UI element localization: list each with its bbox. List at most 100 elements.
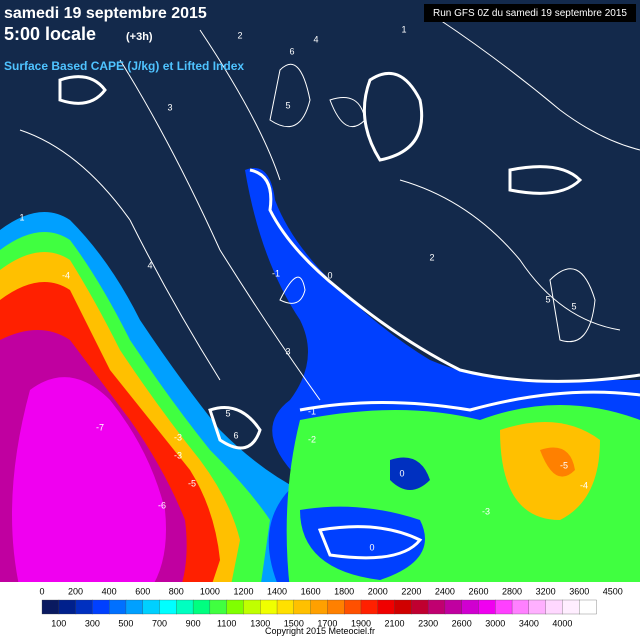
contour-label: 1 xyxy=(401,24,406,34)
contour-label: 4 xyxy=(147,260,152,270)
legend-label: 1600 xyxy=(301,586,321,596)
contour-label: 3 xyxy=(285,346,290,356)
legend-swatch xyxy=(293,599,312,615)
contour-label: -4 xyxy=(580,480,588,490)
legend-label: 1900 xyxy=(351,618,371,628)
copyright: Copyright 2015 Meteociel.fr xyxy=(265,626,375,636)
legend-label: 3000 xyxy=(485,618,505,628)
legend-label: 1500 xyxy=(284,618,304,628)
contour-label: -7 xyxy=(96,422,104,432)
date: samedi 19 septembre 2015 xyxy=(4,5,207,22)
legend-label: 2200 xyxy=(401,586,421,596)
legend-label: 2800 xyxy=(502,586,522,596)
legend-swatch xyxy=(41,599,60,615)
parameter: Surface Based CAPE (J/kg) et Lifted Inde… xyxy=(4,59,244,73)
legend-label: 1000 xyxy=(200,586,220,596)
legend-label: 1400 xyxy=(267,586,287,596)
legend-label: 2400 xyxy=(435,586,455,596)
contour-label: 1 xyxy=(19,212,24,222)
legend-swatch xyxy=(176,599,194,615)
legend-label: 500 xyxy=(118,618,133,628)
legend-label: 3200 xyxy=(536,586,556,596)
contour-label: -3 xyxy=(174,432,182,442)
legend-label: 300 xyxy=(85,618,100,628)
legend-swatch xyxy=(444,599,463,615)
legend-label: 200 xyxy=(68,586,83,596)
contour-label: 2 xyxy=(429,252,434,262)
legend-swatch xyxy=(310,599,329,615)
legend-label: 100 xyxy=(51,618,66,628)
legend-swatch xyxy=(478,599,496,615)
legend-swatch xyxy=(125,599,144,615)
contour-label: -6 xyxy=(158,500,166,510)
contour-label: 5 xyxy=(285,100,290,110)
legend-swatch xyxy=(495,599,513,615)
contour-label: 5 xyxy=(225,408,230,418)
legend-swatch xyxy=(58,599,77,615)
legend-swatch xyxy=(276,599,295,615)
legend-swatch xyxy=(427,599,446,615)
legend-swatch xyxy=(579,599,597,615)
contour-label: 6 xyxy=(289,46,294,56)
legend-swatch xyxy=(243,599,261,615)
contour-label: -5 xyxy=(560,460,568,470)
legend-label: 400 xyxy=(102,586,117,596)
offset: (+3h) xyxy=(126,31,153,43)
time: 5:00 locale xyxy=(4,24,96,44)
legend-swatch xyxy=(109,599,127,615)
legend-label: 2600 xyxy=(452,618,472,628)
contour-label: -3 xyxy=(174,450,182,460)
run-box xyxy=(424,4,636,22)
contour-label: -4 xyxy=(62,270,70,280)
legend-label: 4500 xyxy=(603,586,623,596)
contour-label: 0 xyxy=(327,270,332,280)
contour-label: -2 xyxy=(308,434,316,444)
run: Run GFS 0Z du samedi 19 septembre 2015 xyxy=(433,8,627,19)
legend-swatch xyxy=(562,599,580,615)
legend-label: 2600 xyxy=(468,586,488,596)
legend-label: 900 xyxy=(186,618,201,628)
contours xyxy=(19,19,640,560)
legend-swatch xyxy=(226,599,245,615)
legend-swatch xyxy=(159,599,177,615)
contour-label: -1 xyxy=(272,268,280,278)
legend-swatch xyxy=(344,599,362,615)
legend-label: 2000 xyxy=(368,586,388,596)
contour-label: 0 xyxy=(399,468,404,478)
legend-label: 2100 xyxy=(385,618,405,628)
legend-swatch xyxy=(377,599,396,615)
contour-label: -3 xyxy=(482,506,490,516)
contour-label: 0 xyxy=(369,542,374,552)
legend-label: 1300 xyxy=(250,618,270,628)
legend-label: 4000 xyxy=(552,618,572,628)
legend-label: 3400 xyxy=(519,618,539,628)
legend-label: 800 xyxy=(169,586,184,596)
contour-label: 3 xyxy=(167,102,172,112)
legend-swatch xyxy=(528,599,547,615)
legend-label: 700 xyxy=(152,618,167,628)
cape-fields xyxy=(0,168,640,590)
legend-swatch xyxy=(511,599,530,615)
legend-label: 3600 xyxy=(569,586,589,596)
legend-swatch xyxy=(327,599,345,615)
legend-swatch xyxy=(92,599,110,615)
legend-label: 600 xyxy=(135,586,150,596)
contour-label: 4 xyxy=(313,34,318,44)
contour-label: 2 xyxy=(237,30,242,40)
legend-swatch xyxy=(260,599,278,615)
contour-label: 5 xyxy=(571,301,576,311)
contour-label: 5 xyxy=(545,294,550,304)
legend-swatch xyxy=(461,599,480,615)
legend-label: 2300 xyxy=(418,618,438,628)
legend-swatch xyxy=(411,599,429,615)
legend-label: 1100 xyxy=(217,618,236,628)
legend-swatch xyxy=(192,599,211,615)
legend-label: 1700 xyxy=(317,618,337,628)
legend-swatch xyxy=(394,599,412,615)
contour-label: -5 xyxy=(188,478,196,488)
legend-swatch xyxy=(75,599,94,615)
legend-label: 1200 xyxy=(233,586,253,596)
legend-swatch xyxy=(209,599,228,615)
